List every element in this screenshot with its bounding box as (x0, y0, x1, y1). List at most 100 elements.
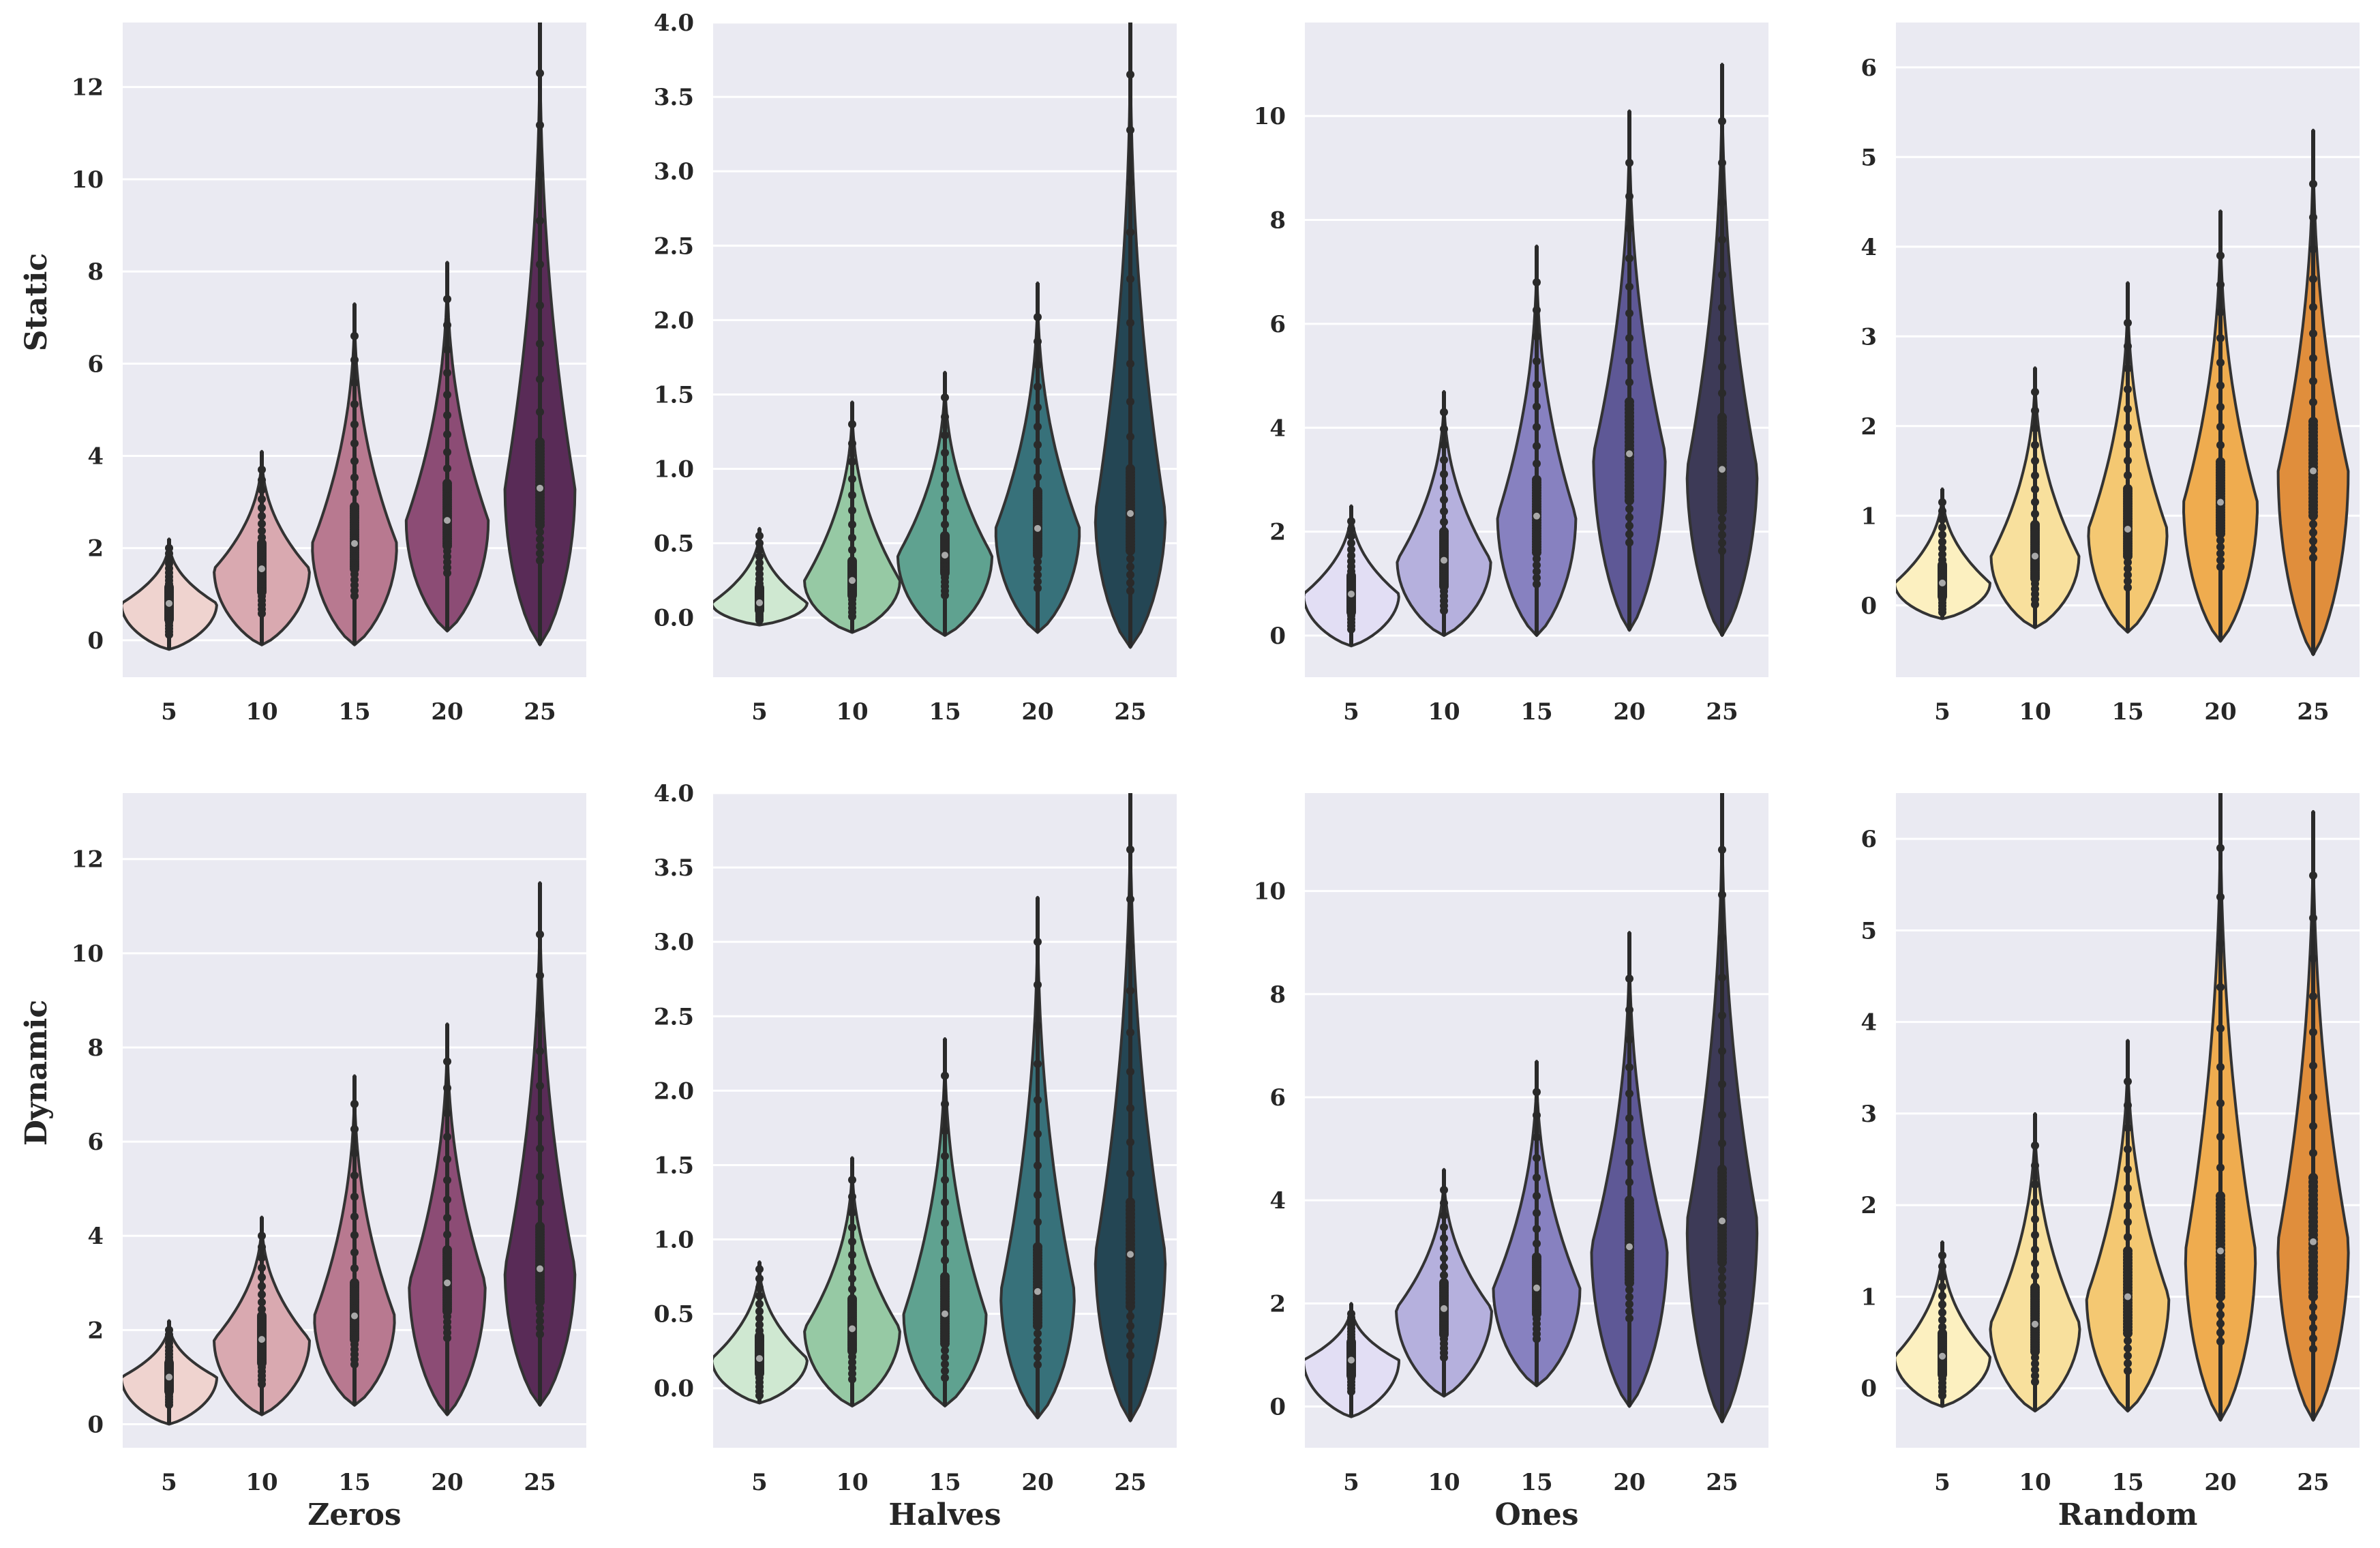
observation-point (2309, 1061, 2317, 1070)
observation-point (2216, 549, 2225, 558)
observation-point (1533, 332, 1541, 341)
observation-point (941, 591, 949, 599)
observation-point (350, 1264, 359, 1272)
observation-point (536, 520, 544, 529)
observation-point (1440, 1234, 1448, 1242)
observation-point (1440, 1279, 1448, 1287)
observation-point (1034, 1060, 1042, 1069)
observation-point (350, 1099, 359, 1108)
y-tick-label: 6 (1269, 1084, 1286, 1112)
observation-point (2124, 577, 2132, 586)
observation-point (2031, 1198, 2039, 1207)
observation-point (1347, 524, 1355, 533)
median-marker (258, 565, 265, 573)
observation-point (1625, 1158, 1633, 1167)
observation-point (1938, 1308, 1946, 1317)
observation-point (1126, 125, 1134, 134)
observation-point (443, 321, 451, 329)
y-tick-label: 2 (87, 535, 104, 563)
observation-point (1625, 1279, 1633, 1287)
observation-point (1034, 938, 1042, 947)
observation-point (941, 1373, 949, 1382)
observation-point (350, 355, 359, 364)
observation-point (1126, 1341, 1134, 1350)
observation-point (2216, 1191, 2225, 1200)
observation-point (1625, 1005, 1633, 1014)
observation-point (1533, 475, 1541, 484)
median-marker (1127, 510, 1134, 517)
observation-point (1347, 517, 1355, 526)
observation-point (350, 592, 359, 601)
observation-point (1126, 1198, 1134, 1206)
observation-point (536, 1010, 544, 1019)
y-tick-label: 6 (87, 1129, 104, 1156)
observation-point (1440, 606, 1448, 615)
observation-point (1440, 518, 1448, 526)
observation-point (443, 1155, 451, 1163)
observation-point (258, 533, 266, 542)
observation-point (350, 1192, 359, 1201)
y-tick-label: 0.0 (654, 605, 694, 632)
y-tick-label: 0 (1861, 1375, 1877, 1403)
observation-point (1440, 470, 1448, 479)
observation-point (1718, 507, 1726, 516)
observation-point (1718, 933, 1726, 942)
observation-point (536, 535, 544, 544)
x-tick-label: 20 (1021, 698, 1053, 726)
observation-point (2124, 552, 2132, 561)
observation-point (755, 1307, 764, 1315)
x-tick-label: 10 (2019, 698, 2051, 726)
y-tick-label: 0.5 (654, 1301, 694, 1328)
observation-point (848, 1223, 856, 1232)
observation-point (536, 1297, 544, 1306)
y-tick-label: 0 (87, 1411, 104, 1438)
observation-point (2031, 424, 2039, 433)
observation-point (755, 1326, 764, 1335)
observation-point (2124, 1329, 2132, 1338)
observation-point (1440, 1244, 1448, 1253)
observation-point (2309, 554, 2317, 563)
observation-point (1625, 1196, 1633, 1205)
y-tick-label: 0.0 (654, 1375, 694, 1403)
median-marker (444, 517, 451, 524)
observation-point (1126, 895, 1134, 904)
observation-point (536, 170, 544, 179)
column-label-ones: Ones (1494, 1498, 1578, 1532)
observation-point (848, 1251, 856, 1260)
observation-point (2216, 422, 2225, 431)
y-tick-label: 4 (1861, 234, 1877, 261)
observation-point (1126, 398, 1134, 406)
observation-point (1440, 1223, 1448, 1232)
observation-point (1440, 441, 1448, 449)
observation-point (941, 1367, 949, 1375)
observation-point (1625, 1114, 1633, 1122)
y-tick-label: 6 (87, 351, 104, 378)
observation-point (1718, 531, 1726, 539)
observation-point (1625, 505, 1633, 513)
y-tick-label: 1.5 (654, 1152, 694, 1179)
observation-point (848, 475, 856, 483)
observation-point (1034, 1129, 1042, 1138)
median-marker (258, 1336, 265, 1343)
observation-point (1938, 531, 1946, 539)
observation-point (2031, 1353, 2039, 1362)
observation-point (1625, 974, 1633, 983)
observation-point (1533, 1253, 1541, 1262)
observation-point (2216, 983, 2225, 992)
observation-point (1034, 584, 1042, 593)
observation-point (1126, 464, 1134, 473)
observation-point (536, 301, 544, 310)
observation-point (2216, 1301, 2225, 1310)
x-tick-label: 25 (1706, 698, 1738, 726)
observation-point (2216, 529, 2225, 538)
observation-point (536, 216, 544, 225)
median-marker (537, 1265, 543, 1272)
median-marker (942, 1310, 948, 1318)
observation-point (1440, 456, 1448, 464)
observation-point (848, 458, 856, 466)
observation-point (1718, 1281, 1726, 1290)
observation-point (2031, 485, 2039, 494)
y-tick-label: 3 (1861, 323, 1877, 351)
x-tick-label: 5 (161, 698, 177, 726)
observation-point (258, 520, 266, 529)
